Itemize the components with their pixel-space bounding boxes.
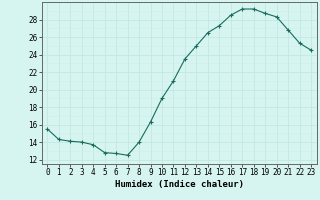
X-axis label: Humidex (Indice chaleur): Humidex (Indice chaleur) [115,180,244,189]
